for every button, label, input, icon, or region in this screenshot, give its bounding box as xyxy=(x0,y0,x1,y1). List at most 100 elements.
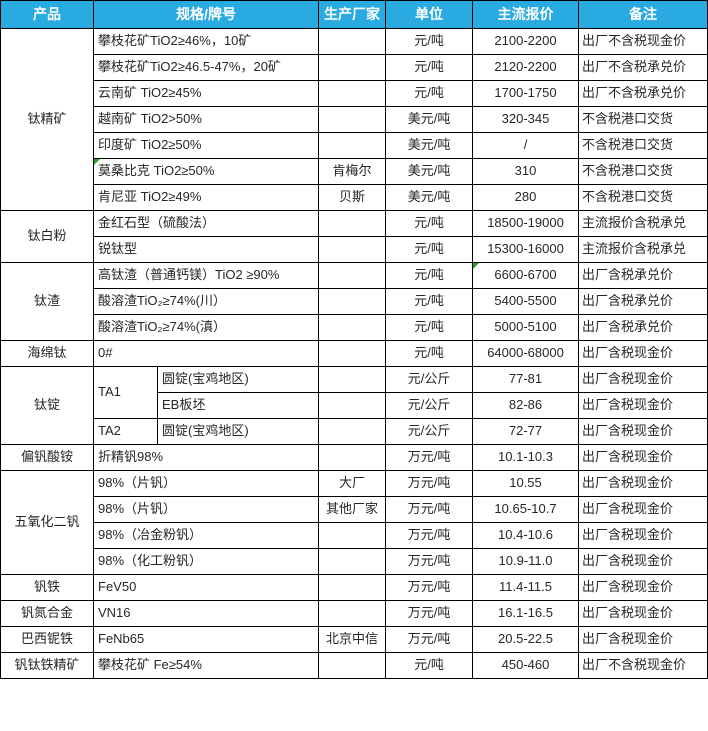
spec-cell: 越南矿 TiO2>50% xyxy=(92,106,320,133)
price-cell: 20.5-22.5 xyxy=(472,626,580,653)
price-cell: 16.1-16.5 xyxy=(472,600,580,627)
product-cell: 钒铁 xyxy=(0,574,94,601)
spec-cell: 攀枝花矿TiO2≥46%，10矿 xyxy=(92,28,320,55)
price-cell: 1700-1750 xyxy=(472,80,580,107)
unit-cell: 美元/吨 xyxy=(385,132,474,159)
note-cell: 出厂不含税现金价 xyxy=(578,28,708,55)
unit-cell: 万元/吨 xyxy=(385,470,474,497)
price-cell: 280 xyxy=(472,184,580,211)
table-row: 钒钛铁精矿 攀枝花矿 Fe≥54% 元/吨 450-460 出厂不含税现金价 xyxy=(0,652,708,679)
grade-cell: TA2 xyxy=(93,418,158,445)
maker-cell xyxy=(318,366,387,393)
price-cell: 11.4-11.5 xyxy=(472,574,580,601)
note-cell: 出厂不含税承兑价 xyxy=(578,80,708,107)
maker-cell xyxy=(318,132,387,159)
table-row: 云南矿 TiO2≥45% 元/吨 1700-1750 出厂不含税承兑价 xyxy=(0,80,708,107)
maker-cell xyxy=(318,652,387,679)
spec-cell: FeV50 xyxy=(92,574,320,601)
table-row: 巴西铌铁 FeNb65 北京中信 万元/吨 20.5-22.5 出厂含税现金价 xyxy=(0,626,708,653)
price-cell: 82-86 xyxy=(472,392,580,419)
header-unit: 单位 xyxy=(385,0,474,29)
product-cell: 钒氮合金 xyxy=(0,600,94,627)
maker-cell xyxy=(318,236,387,263)
maker-cell xyxy=(318,600,387,627)
price-cell: 15300-16000 xyxy=(472,236,580,263)
spec-cell: 肯尼亚 TiO2≥49% xyxy=(92,184,320,211)
unit-cell: 元/吨 xyxy=(385,210,474,237)
price-cell: 77-81 xyxy=(472,366,580,393)
price-cell: 64000-68000 xyxy=(472,340,580,367)
spec-cell: 98%（化工粉钒） xyxy=(92,548,320,575)
note-cell: 出厂含税现金价 xyxy=(578,574,708,601)
product-cell: 偏钒酸铵 xyxy=(0,444,94,471)
table-row: 钒氮合金 VN16 万元/吨 16.1-16.5 出厂含税现金价 xyxy=(0,600,708,627)
note-cell: 主流报价含税承兑 xyxy=(578,236,708,263)
table-row: 钛锭 TA1 圆锭(宝鸡地区) 元/公斤 77-81 出厂含税现金价 xyxy=(0,366,708,445)
unit-cell: 元/公斤 xyxy=(385,418,474,445)
unit-cell: 元/吨 xyxy=(385,54,474,81)
spec-cell: 98%（冶金粉钒） xyxy=(92,522,320,549)
price-cell: 5400-5500 xyxy=(472,288,580,315)
note-cell: 出厂含税现金价 xyxy=(578,522,708,549)
note-cell: 不含税港口交货 xyxy=(578,184,708,211)
note-cell: 出厂含税现金价 xyxy=(578,626,708,653)
header-note: 备注 xyxy=(578,0,708,29)
note-cell: 出厂含税承兑价 xyxy=(578,262,708,289)
header-spec: 规格/牌号 xyxy=(92,0,320,29)
unit-cell: 元/公斤 xyxy=(385,366,474,393)
spec-cell: 莫桑比克 TiO2≥50% xyxy=(92,158,320,185)
table-row: 偏钒酸铵 折精钒98% 万元/吨 10.1-10.3 出厂含税现金价 xyxy=(0,444,708,471)
unit-cell: 元/吨 xyxy=(385,288,474,315)
note-cell: 出厂含税现金价 xyxy=(578,366,708,393)
unit-cell: 元/公斤 xyxy=(385,392,474,419)
price-table: 产品 规格/牌号 生产厂家 单位 主流报价 备注 钛精矿 攀枝花矿TiO2≥46%… xyxy=(0,0,708,679)
maker-cell: 肯梅尔 xyxy=(318,158,387,185)
maker-cell xyxy=(318,262,387,289)
spec-cell: 0# xyxy=(92,340,320,367)
price-table-body: 钛精矿 攀枝花矿TiO2≥46%，10矿 元/吨 2100-2200 出厂不含税现金价攀… xyxy=(0,28,708,679)
spec-cell: EB板坯 xyxy=(156,392,320,419)
table-row: 酸溶渣TiO₂≥74%(滇） 元/吨 5000-5100 出厂含税承兑价 xyxy=(0,314,708,341)
price-cell: 6600-6700 xyxy=(472,262,580,289)
maker-cell: 大厂 xyxy=(318,470,387,497)
unit-cell: 元/吨 xyxy=(385,236,474,263)
unit-cell: 元/吨 xyxy=(385,340,474,367)
corner-marker-icon xyxy=(473,263,480,269)
unit-cell: 万元/吨 xyxy=(385,496,474,523)
price-cell: 18500-19000 xyxy=(472,210,580,237)
spec-cell: 98%（片钒） xyxy=(92,496,320,523)
spec-cell: 攀枝花矿 Fe≥54% xyxy=(92,652,320,679)
maker-cell xyxy=(318,340,387,367)
spec-cell: 金红石型（硫酸法） xyxy=(92,210,320,237)
unit-cell: 万元/吨 xyxy=(385,522,474,549)
table-row: 钒铁 FeV50 万元/吨 11.4-11.5 出厂含税现金价 xyxy=(0,574,708,601)
table-row: 攀枝花矿TiO2≥46.5-47%，20矿 元/吨 2120-2200 出厂不含税承兑… xyxy=(0,54,708,81)
note-cell: 出厂不含税现金价 xyxy=(578,652,708,679)
unit-cell: 元/吨 xyxy=(385,28,474,55)
price-cell: / xyxy=(472,132,580,159)
unit-cell: 元/吨 xyxy=(385,262,474,289)
maker-cell: 贝斯 xyxy=(318,184,387,211)
note-cell: 不含税港口交货 xyxy=(578,132,708,159)
price-cell: 450-460 xyxy=(472,652,580,679)
unit-cell: 美元/吨 xyxy=(385,106,474,133)
corner-marker-icon xyxy=(94,159,100,165)
spec-cell: 印度矿 TiO2≥50% xyxy=(92,132,320,159)
note-cell: 出厂含税承兑价 xyxy=(578,288,708,315)
table-row: 印度矿 TiO2≥50% 美元/吨 / 不含税港口交货 xyxy=(0,132,708,159)
price-cell: 5000-5100 xyxy=(472,314,580,341)
table-row: 莫桑比克 TiO2≥50% 肯梅尔 美元/吨 310 不含税港口交货 xyxy=(0,158,708,185)
table-row: 海绵钛 0# 元/吨 64000-68000 出厂含税现金价 xyxy=(0,340,708,367)
spec-cell: 酸溶渣TiO₂≥74%(滇） xyxy=(92,314,320,341)
header-product: 产品 xyxy=(0,0,94,29)
product-cell: 巴西铌铁 xyxy=(0,626,94,653)
spec-cell: 圆锭(宝鸡地区) xyxy=(156,366,320,393)
maker-cell xyxy=(318,574,387,601)
maker-cell xyxy=(318,444,387,471)
note-cell: 出厂含税现金价 xyxy=(578,444,708,471)
product-cell: 钛白粉 xyxy=(0,210,94,263)
unit-cell: 元/吨 xyxy=(385,314,474,341)
unit-cell: 万元/吨 xyxy=(385,574,474,601)
note-cell: 出厂含税现金价 xyxy=(578,548,708,575)
header-price: 主流报价 xyxy=(472,0,580,29)
